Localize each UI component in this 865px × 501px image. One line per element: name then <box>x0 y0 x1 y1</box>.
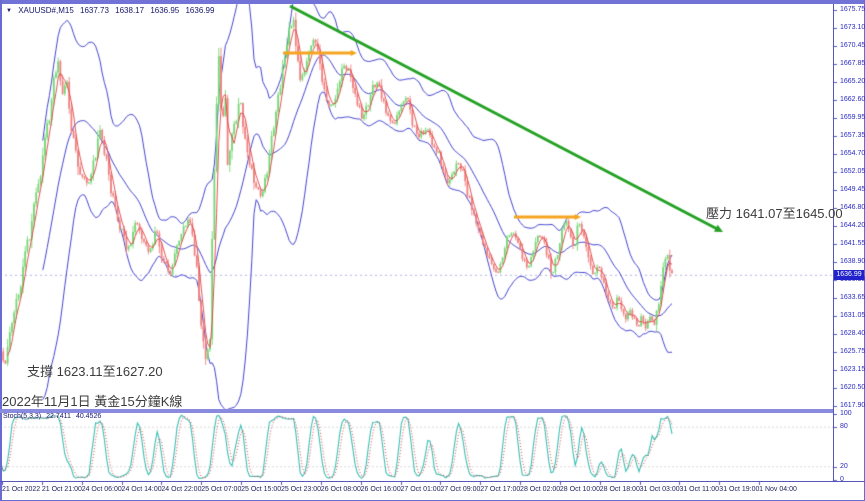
price-tick-label: 1646.80 <box>840 204 865 212</box>
time-tick-label: 27 Oct 09:00 <box>440 486 481 493</box>
time-axis-line <box>0 481 865 482</box>
stoch-tick-label: 80 <box>840 423 848 431</box>
stoch-tick-label: 20 <box>840 462 848 470</box>
price-tick-label: 1623.15 <box>840 366 865 374</box>
time-tick-label: 31 Oct 11:00 <box>679 486 720 493</box>
price-tick-label: 1675.75 <box>840 6 865 13</box>
price-tick-label: 1641.55 <box>840 240 865 248</box>
time-tick-label: 1 Nov 04:00 <box>759 486 797 493</box>
time-tick-label: 28 Oct 10:00 <box>559 486 600 493</box>
price-tick-label: 1628.40 <box>840 330 865 338</box>
time-tick-label: 24 Oct 06:00 <box>81 486 122 493</box>
stoch-tick-label: 0 <box>840 476 844 483</box>
price-tick-label: 1644.20 <box>840 221 865 229</box>
time-tick-label: 24 Oct 22:00 <box>161 486 202 493</box>
chart-dropdown-icon[interactable]: ▼ <box>6 8 12 14</box>
low-value: 1636.95 <box>150 6 180 15</box>
price-tick-label: 1625.75 <box>840 348 865 356</box>
window-left-border <box>0 0 2 501</box>
window-top-border <box>0 0 865 4</box>
time-tick-label: 27 Oct 17:00 <box>480 486 521 493</box>
stoch-header: Stoch(5,3,3) 22.7411 40.4526 <box>3 413 106 420</box>
price-tick-label: 1662.60 <box>840 96 865 103</box>
price-tick-label: 1633.65 <box>840 294 865 302</box>
time-tick-label: 26 Oct 16:00 <box>360 486 401 493</box>
stoch-label: Stoch(5,3,3) <box>3 413 42 420</box>
open-value: 1637.73 <box>80 6 109 15</box>
price-tick-label: 1665.20 <box>840 78 865 86</box>
price-axis-line <box>833 4 834 481</box>
resistance-text-label[interactable]: 壓力 1641.07至1645.00 <box>706 206 843 221</box>
support-text-label[interactable]: 支撐 1623.11至1627.20 <box>27 364 163 379</box>
time-tick-label: 24 Oct 14:00 <box>121 486 162 493</box>
stoch-tick-label: 100 <box>840 410 852 417</box>
date-title-label[interactable]: 2022年11月1日 黃金15分鐘K線 <box>2 394 183 409</box>
time-tick-label: 31 Oct 19:00 <box>719 486 760 493</box>
close-value: 1636.99 <box>185 6 215 15</box>
price-tick-label: 1657.35 <box>840 131 865 139</box>
price-tick-label: 1631.05 <box>840 311 865 319</box>
price-tick-label: 1649.45 <box>840 186 865 194</box>
stoch-d-value: 40.4526 <box>75 413 102 420</box>
price-tick-label: 1652.05 <box>840 168 865 176</box>
price-tick-label: 1673.10 <box>840 24 865 32</box>
symbol-timeframe-label: XAUUSD#,M15 <box>18 6 74 15</box>
indicator-panel-separator[interactable] <box>0 409 833 413</box>
time-tick-label: 25 Oct 23:00 <box>280 486 322 493</box>
current-price-tag: 1636.99 <box>834 270 864 281</box>
time-tick-label: 21 Oct 2022 <box>2 486 41 493</box>
price-tick-label: 1617.90 <box>840 401 865 409</box>
price-tick-label: 1620.50 <box>840 384 865 392</box>
time-tick-label: 28 Oct 02:00 <box>520 486 561 493</box>
time-tick-label: 27 Oct 01:00 <box>400 486 441 493</box>
price-tick-label: 1667.85 <box>840 60 865 68</box>
time-tick-label: 25 Oct 07:00 <box>201 486 242 493</box>
time-tick-label: 26 Oct 08:00 <box>320 486 361 493</box>
chart-header: ▼ XAUUSD#,M15 1637.73 1638.17 1636.95 16… <box>6 6 218 15</box>
price-tick-label: 1638.90 <box>840 258 865 266</box>
time-tick-label: 31 Oct 03:00 <box>639 486 680 493</box>
price-tick-label: 1670.45 <box>840 42 865 50</box>
high-value: 1638.17 <box>115 6 145 15</box>
time-tick-label: 25 Oct 15:00 <box>241 486 282 493</box>
time-tick-label: 21 Oct 21:00 <box>41 486 82 493</box>
time-tick-label: 28 Oct 18:00 <box>599 486 640 493</box>
price-tick-label: 1659.95 <box>840 114 865 122</box>
stoch-k-value: 22.7411 <box>46 413 71 420</box>
price-tick-label: 1654.70 <box>840 150 865 158</box>
